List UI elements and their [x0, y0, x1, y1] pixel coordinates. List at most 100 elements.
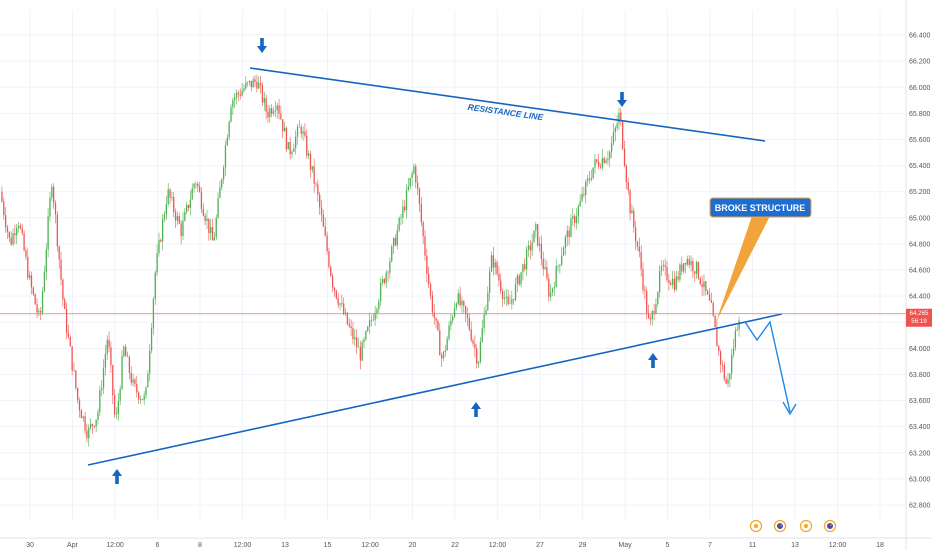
- candle-body[interactable]: [195, 183, 197, 185]
- candle-body[interactable]: [651, 311, 653, 320]
- candle-body[interactable]: [344, 312, 347, 314]
- candle-body[interactable]: [479, 341, 482, 363]
- candle-body[interactable]: [481, 328, 483, 342]
- candle-body[interactable]: [328, 251, 330, 267]
- candle-body[interactable]: [204, 215, 206, 222]
- candle-body[interactable]: [701, 284, 703, 288]
- candle-body[interactable]: [141, 399, 143, 400]
- candle-body[interactable]: [586, 178, 589, 182]
- candle-body[interactable]: [143, 395, 145, 400]
- candle-body[interactable]: [10, 237, 12, 245]
- candle-body[interactable]: [468, 317, 470, 330]
- candle-body[interactable]: [594, 159, 596, 168]
- candle-body[interactable]: [400, 217, 402, 219]
- candle-body[interactable]: [17, 225, 20, 229]
- candle-body[interactable]: [339, 303, 341, 305]
- candle-body[interactable]: [374, 313, 376, 320]
- candle-body[interactable]: [296, 126, 299, 137]
- candle-body[interactable]: [599, 166, 602, 168]
- candle-body[interactable]: [149, 350, 151, 374]
- candle-body[interactable]: [675, 276, 677, 290]
- candle-body[interactable]: [136, 383, 138, 393]
- candle-body[interactable]: [387, 272, 389, 274]
- candle-body[interactable]: [34, 293, 36, 305]
- candle-body[interactable]: [562, 247, 565, 256]
- candle-body[interactable]: [507, 296, 509, 305]
- candle-body[interactable]: [378, 301, 380, 310]
- candle-body[interactable]: [259, 83, 262, 86]
- candle-body[interactable]: [607, 158, 609, 161]
- candle-body[interactable]: [642, 269, 644, 290]
- candle-body[interactable]: [341, 303, 343, 304]
- candle-body[interactable]: [219, 187, 221, 198]
- candle-body[interactable]: [446, 338, 448, 351]
- candle-body[interactable]: [228, 121, 230, 138]
- candle-body[interactable]: [300, 127, 302, 134]
- candle-body[interactable]: [671, 278, 674, 285]
- candle-body[interactable]: [246, 82, 249, 83]
- candle-body[interactable]: [145, 387, 147, 396]
- candle-body[interactable]: [546, 267, 548, 279]
- candle-body[interactable]: [710, 300, 713, 303]
- candle-body[interactable]: [503, 297, 506, 299]
- candle-body[interactable]: [598, 161, 600, 167]
- candle-body[interactable]: [461, 300, 463, 305]
- candle-body[interactable]: [614, 127, 616, 133]
- candle-body[interactable]: [49, 197, 51, 217]
- candle-body[interactable]: [431, 295, 434, 313]
- candle-body[interactable]: [732, 347, 735, 355]
- candle-body[interactable]: [485, 310, 487, 315]
- candle-body[interactable]: [575, 216, 578, 223]
- candle-body[interactable]: [631, 210, 633, 214]
- candle-body[interactable]: [363, 339, 365, 343]
- candle-body[interactable]: [699, 278, 701, 285]
- candle-body[interactable]: [618, 112, 620, 124]
- candle-body[interactable]: [718, 346, 720, 352]
- candle-body[interactable]: [501, 291, 504, 299]
- candle-body[interactable]: [80, 410, 83, 419]
- candle-body[interactable]: [71, 346, 73, 371]
- candle-body[interactable]: [104, 353, 107, 368]
- candle-body[interactable]: [574, 216, 576, 223]
- candle-body[interactable]: [424, 236, 426, 256]
- candle-body[interactable]: [653, 311, 655, 314]
- candle-body[interactable]: [705, 281, 707, 292]
- candle-body[interactable]: [662, 265, 664, 267]
- candle-body[interactable]: [239, 94, 241, 96]
- candle-body[interactable]: [95, 419, 97, 427]
- candle-body[interactable]: [694, 271, 696, 274]
- candle-body[interactable]: [73, 370, 75, 371]
- candle-body[interactable]: [649, 318, 652, 320]
- candle-body[interactable]: [585, 181, 587, 195]
- candle-body[interactable]: [187, 204, 190, 208]
- candle-body[interactable]: [376, 309, 378, 314]
- candle-body[interactable]: [27, 256, 29, 278]
- candle-body[interactable]: [686, 258, 688, 265]
- candle-body[interactable]: [295, 136, 297, 149]
- candle-body[interactable]: [125, 346, 127, 357]
- candle-body[interactable]: [359, 346, 361, 361]
- candle-body[interactable]: [193, 183, 195, 189]
- candle-body[interactable]: [224, 145, 227, 168]
- candle-body[interactable]: [690, 261, 692, 266]
- candle-body[interactable]: [154, 272, 156, 300]
- candle-body[interactable]: [315, 183, 317, 185]
- candle-body[interactable]: [605, 160, 607, 164]
- candle-body[interactable]: [601, 158, 604, 168]
- candle-body[interactable]: [53, 186, 55, 203]
- candle-body[interactable]: [56, 214, 58, 247]
- candle-body[interactable]: [514, 283, 517, 300]
- candle-body[interactable]: [561, 255, 563, 265]
- candle-body[interactable]: [535, 224, 537, 231]
- candle-body[interactable]: [703, 281, 705, 288]
- candle-body[interactable]: [169, 189, 171, 198]
- candle-body[interactable]: [381, 279, 384, 283]
- candle-body[interactable]: [254, 79, 256, 82]
- candle-body[interactable]: [150, 328, 153, 351]
- candle-body[interactable]: [269, 108, 271, 118]
- candle-body[interactable]: [498, 273, 500, 281]
- candle-body[interactable]: [477, 362, 480, 364]
- candle-body[interactable]: [509, 303, 511, 305]
- candle-body[interactable]: [668, 280, 670, 284]
- candle-body[interactable]: [278, 105, 280, 114]
